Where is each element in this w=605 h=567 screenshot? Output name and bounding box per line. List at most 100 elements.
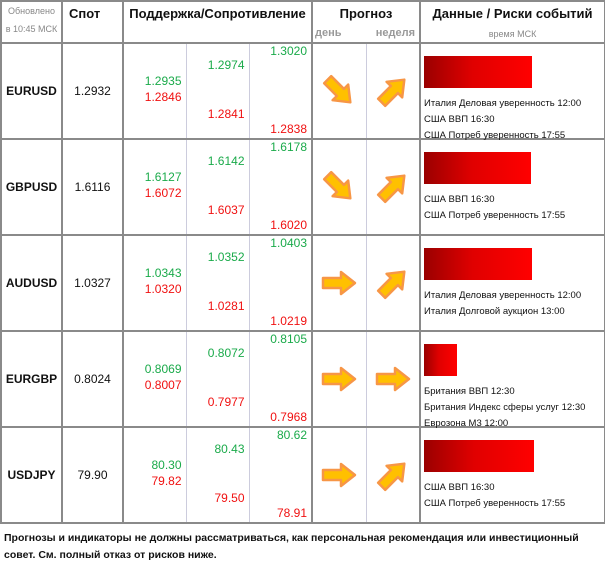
spot-value: 1.0327 [74, 276, 111, 290]
time-note: время МСК [488, 29, 537, 39]
week-forecast-cell [365, 234, 422, 332]
events-cell: США ВВП 16:30 США Потреб уверенность 17:5… [419, 426, 605, 524]
event-item: Британия ВВП 12:30 [424, 386, 515, 397]
risk-bar [424, 152, 532, 184]
spot-title: Спот [69, 6, 101, 21]
event-item: США ВВП 16:30 [424, 194, 495, 205]
event-item: США ВВП 16:30 [424, 482, 495, 493]
table-row: EURGBP 0.8024 0.8069 0.8007 0.8072 0.7977 … [0, 330, 605, 429]
support-resistance-lower: 1.2841 [207, 107, 245, 121]
events-cell: Британия ВВП 12:30 Британия Индекс сферы … [419, 330, 605, 429]
support-resistance-upper: 1.2935 [144, 74, 182, 88]
day-forecast-cell [311, 138, 367, 236]
forecast-table: Обновлено в 10:45 МСК Спот Поддержка/Сопр… [0, 0, 605, 524]
events-cell: Италия Деловая уверенность 12:00 США ВВП … [419, 42, 605, 141]
level1-cell: 1.0343 1.0320 [122, 234, 187, 332]
support-resistance-lower: 1.2846 [144, 90, 182, 104]
spot-cell: 1.0327 [61, 234, 124, 332]
support-value: 1.2838 [270, 122, 307, 136]
level2-cell: 80.43 79.50 [185, 426, 250, 524]
support-resistance-lower: 79.82 [151, 474, 182, 488]
pair-cell: AUDUSD [0, 234, 63, 332]
level1-cell: 1.2935 1.2846 [122, 42, 187, 140]
events-header: Данные / Риски событий время МСК [419, 0, 605, 44]
spot-value: 1.6116 [74, 180, 111, 194]
event-item: Италия Деловая уверенность 12:00 [424, 98, 582, 109]
table-row: USDJPY 79.90 80.30 79.82 80.43 79.50 80.62… [0, 426, 605, 524]
risk-bar [424, 440, 535, 472]
day-forecast-cell [311, 234, 367, 332]
event-item: Британия Индекс сферы услуг 12:30 [424, 402, 586, 413]
level1-cell: 0.8069 0.8007 [122, 330, 187, 428]
event-list: Британия ВВП 12:30 Британия Индекс сферы … [424, 384, 585, 432]
event-list: Италия Деловая уверенность 12:00 США ВВП … [424, 96, 581, 144]
table-row: EURUSD 1.2932 1.2935 1.2846 1.2974 1.2841 … [0, 42, 605, 141]
day-forecast-cell [311, 330, 367, 428]
level2-cell: 1.6142 1.6037 [185, 138, 250, 236]
event-list: США ВВП 16:30 США Потреб уверенность 17:5… [424, 480, 565, 512]
events-cell: Италия Деловая уверенность 12:00 Италия Д… [419, 234, 605, 332]
spot-value: 0.8024 [74, 372, 111, 386]
level2-cell: 1.0352 1.0281 [185, 234, 250, 332]
level3-cell: 1.0403 1.0219 [248, 234, 313, 332]
resistance-value: 1.6178 [270, 140, 307, 154]
spot-cell: 1.6116 [61, 138, 124, 236]
pair-cell: GBPUSD [0, 138, 63, 236]
disclaimer: Прогнозы и индикаторы не должны рассматр… [4, 532, 579, 561]
pair-name: GBPUSD [5, 180, 58, 194]
table-row: AUDUSD 1.0327 1.0343 1.0320 1.0352 1.0281 … [0, 234, 605, 332]
spot-cell: 0.8024 [61, 330, 124, 428]
week-forecast-cell [365, 138, 422, 236]
event-item: США Потреб уверенность 17:55 [424, 130, 566, 141]
updated-header: Обновлено в 10:45 МСК [0, 0, 63, 44]
support-resistance-lower: 1.6072 [144, 186, 182, 200]
pair-name: EURUSD [6, 84, 57, 98]
spot-cell: 79.90 [61, 426, 124, 524]
support-resistance-upper: 1.2974 [207, 58, 245, 72]
day-forecast-cell [311, 426, 367, 524]
support-resistance-upper: 1.0352 [207, 250, 245, 264]
sr-header: Поддержка/Сопротивление [122, 0, 313, 44]
pair-name: AUDUSD [5, 276, 58, 290]
support-value: 0.7968 [270, 410, 307, 424]
support-resistance-upper: 80.43 [214, 442, 245, 456]
sr-title: Поддержка/Сопротивление [129, 6, 306, 21]
pair-cell: USDJPY [0, 426, 63, 524]
support-value: 78.91 [276, 506, 307, 520]
support-resistance-lower: 0.8007 [144, 378, 182, 392]
level3-cell: 1.3020 1.2838 [248, 42, 313, 140]
risk-bar [424, 248, 533, 280]
resistance-value: 0.8105 [270, 332, 307, 346]
table-row: GBPUSD 1.6116 1.6127 1.6072 1.6142 1.6037 … [0, 138, 605, 236]
support-resistance-upper: 0.8069 [144, 362, 182, 376]
event-list: США ВВП 16:30 США Потреб уверенность 17:5… [424, 192, 565, 224]
event-item: США Потреб уверенность 17:55 [424, 210, 566, 221]
event-item: США Потреб уверенность 17:55 [424, 498, 566, 509]
level2-cell: 0.8072 0.7977 [185, 330, 250, 428]
spot-cell: 1.2932 [61, 42, 124, 140]
day-forecast-cell [311, 42, 367, 140]
support-resistance-upper: 1.0343 [144, 266, 182, 280]
level1-cell: 80.30 79.82 [122, 426, 187, 524]
updated-label: Обновлено [8, 6, 55, 16]
events-cell: США ВВП 16:30 США Потреб уверенность 17:5… [419, 138, 605, 236]
spot-value: 79.90 [77, 468, 108, 482]
events-title: Данные / Риски событий [432, 6, 593, 21]
support-resistance-lower: 1.6037 [207, 203, 245, 217]
resistance-value: 1.0403 [270, 236, 307, 250]
pair-name: EURGBP [5, 372, 58, 386]
level2-cell: 1.2974 1.2841 [185, 42, 250, 140]
risk-bar [424, 56, 533, 88]
forecast-title: Прогноз [339, 6, 393, 21]
support-resistance-upper: 0.8072 [207, 346, 245, 360]
level1-cell: 1.6127 1.6072 [122, 138, 187, 236]
pair-cell: EURGBP [0, 330, 63, 428]
support-resistance-upper: 80.30 [151, 458, 182, 472]
support-resistance-upper: 1.6142 [207, 154, 245, 168]
support-resistance-lower: 79.50 [214, 491, 245, 505]
pair-cell: EURUSD [0, 42, 63, 140]
week-forecast-cell [365, 330, 422, 428]
day-label: день [315, 27, 342, 39]
support-resistance-upper: 1.6127 [144, 170, 182, 184]
level3-cell: 1.6178 1.6020 [248, 138, 313, 236]
